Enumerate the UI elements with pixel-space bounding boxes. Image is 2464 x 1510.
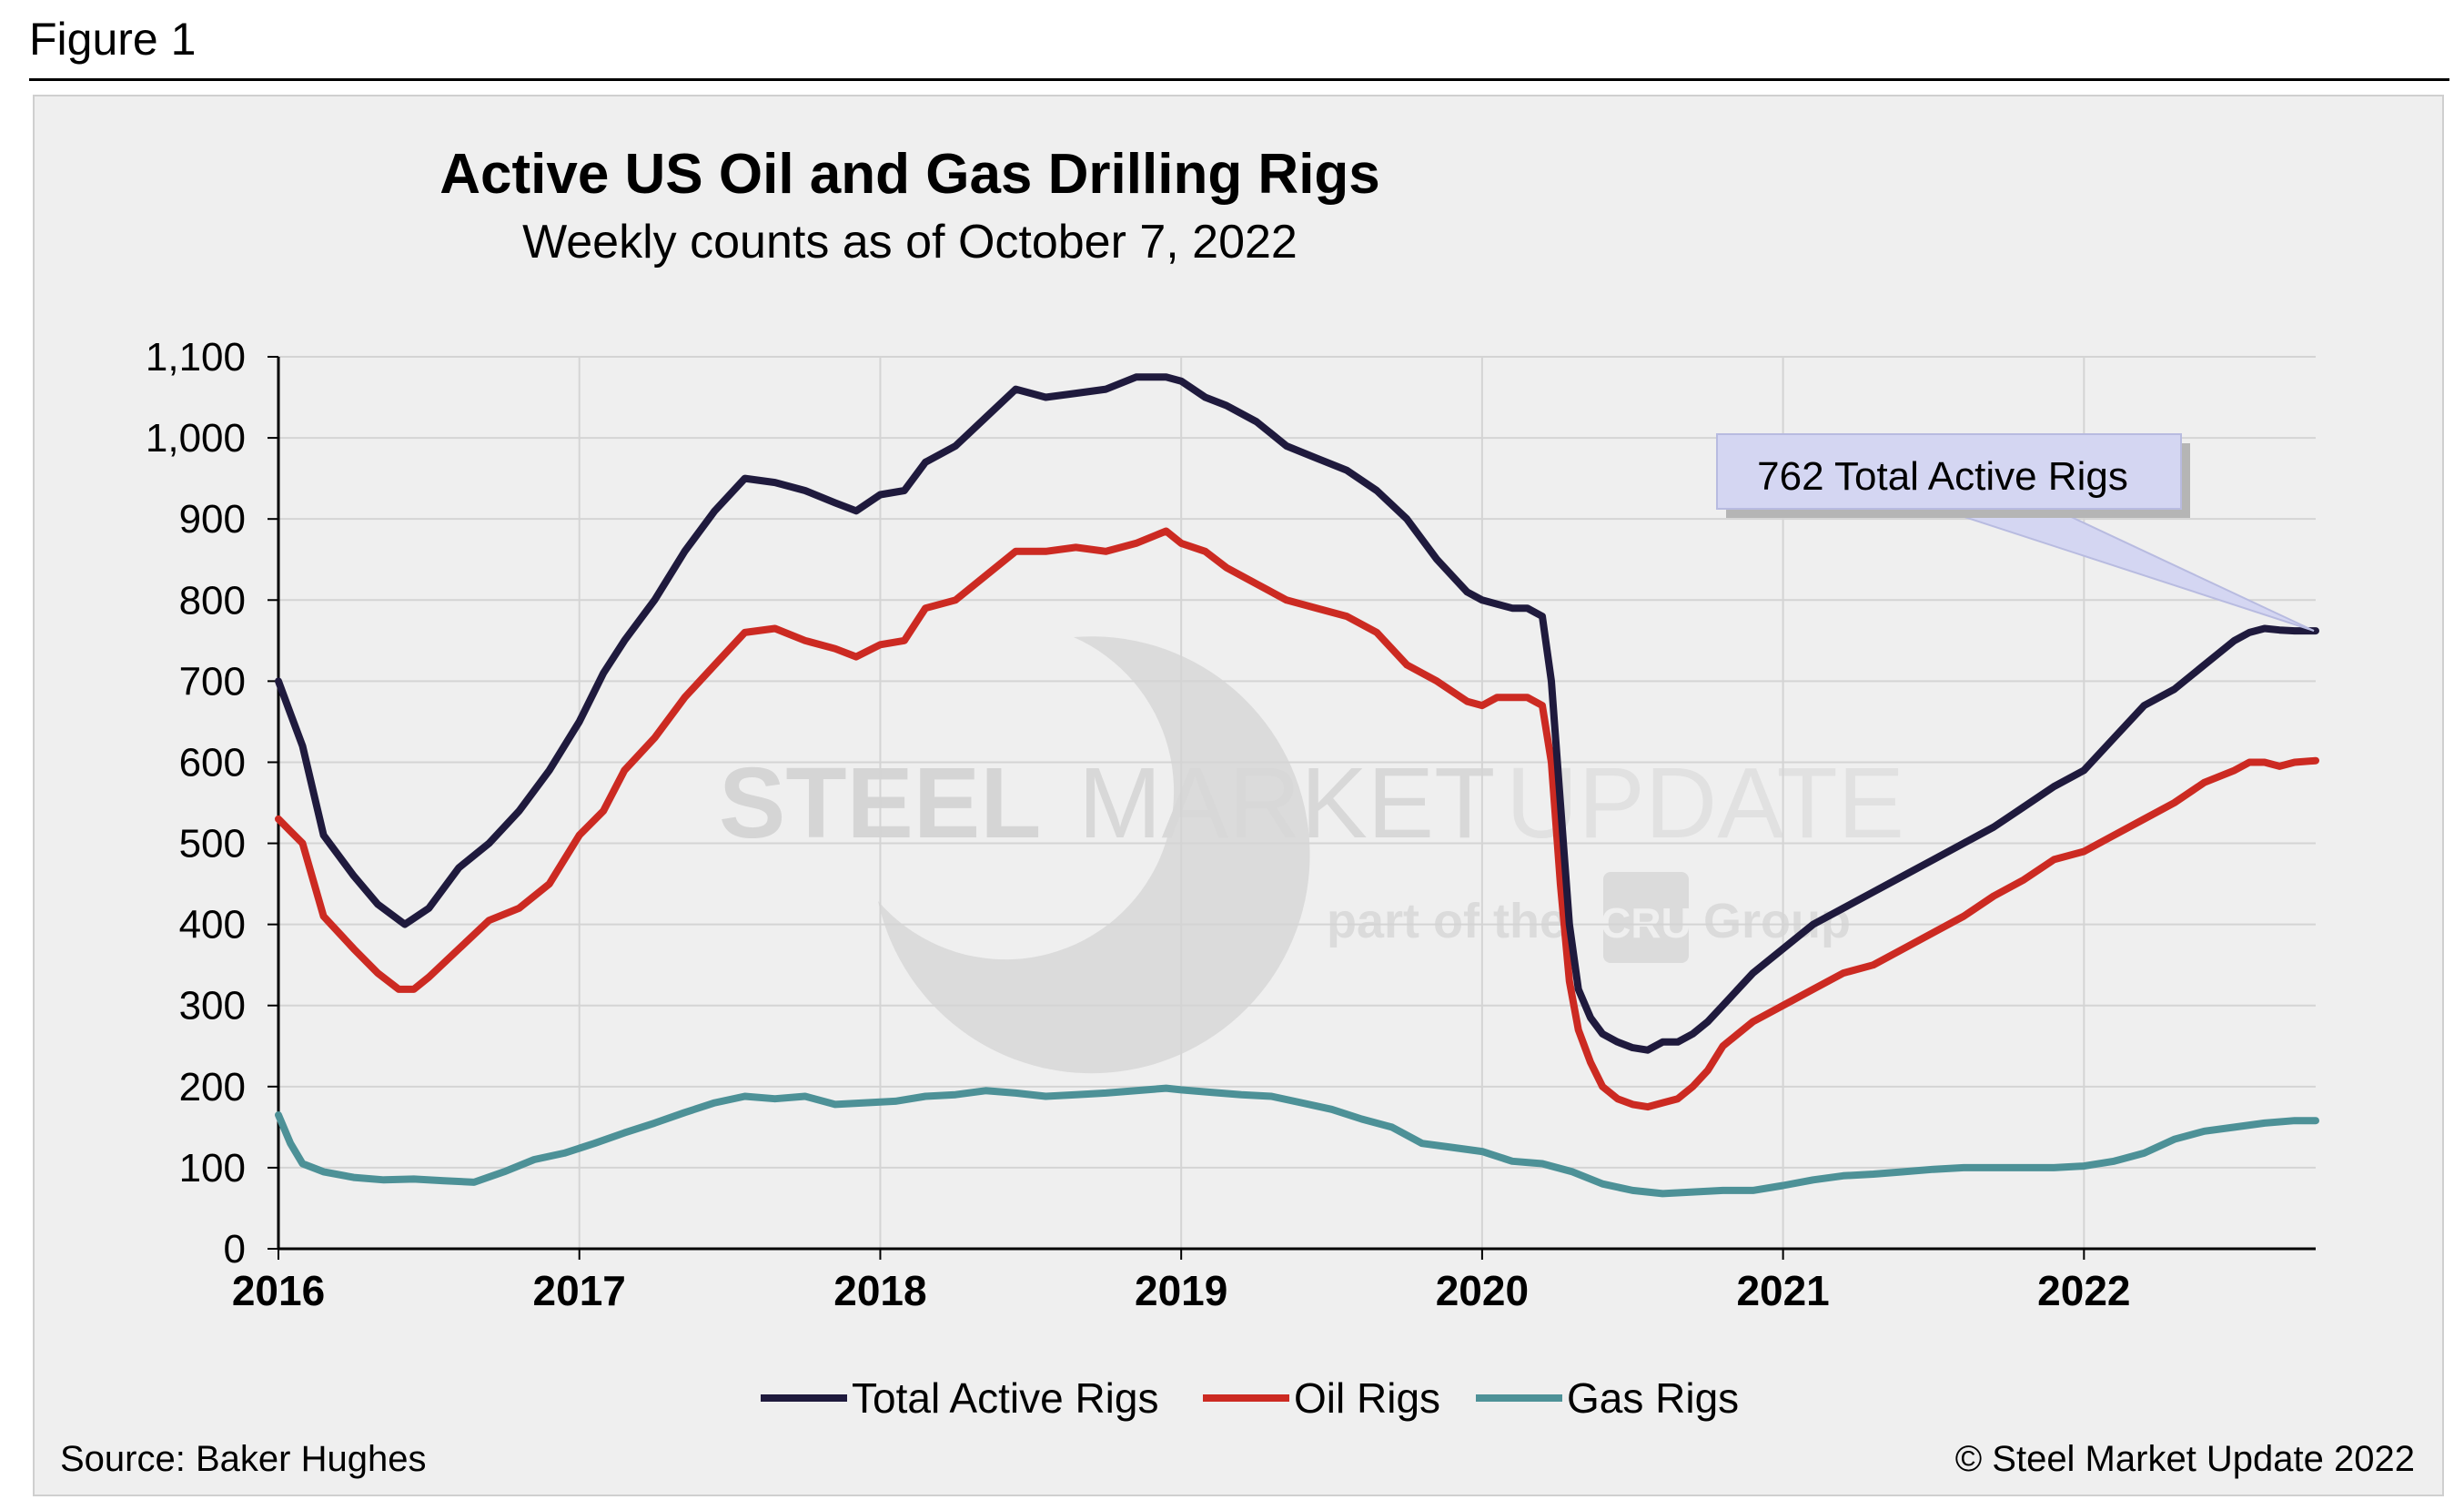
x-tick-label: 2018: [833, 1267, 926, 1314]
source-note: Source: Baker Hughes: [60, 1439, 426, 1479]
callout-text: 762 Total Active Rigs: [1757, 454, 2128, 499]
legend-label-gas: Gas Rigs: [1567, 1374, 1739, 1422]
x-tick-label: 2021: [1736, 1267, 1829, 1314]
watermark-word-market: MARKET: [1078, 747, 1495, 859]
header-rule: [29, 78, 2449, 81]
legend-label-oil: Oil Rigs: [1294, 1374, 1440, 1422]
watermark-word-update: UPDATE: [1506, 747, 1904, 859]
chart-title: Active US Oil and Gas Drilling Rigs: [439, 143, 1380, 206]
y-tick-label: 100: [179, 1146, 246, 1191]
watermark-tag-prefix: part of the: [1327, 894, 1567, 948]
y-tick-label: 800: [179, 578, 246, 623]
watermark-tag-suffix: Group: [1703, 894, 1851, 948]
callout: 762 Total Active Rigs: [1716, 433, 2315, 632]
x-tick-label: 2019: [1135, 1267, 1227, 1314]
y-tick-label: 400: [179, 903, 246, 948]
watermark-logo-box: [1603, 872, 1689, 963]
legend: Total Active Rigs Oil Rigs Gas Rigs: [761, 1374, 1739, 1422]
x-tick-label: 2017: [533, 1267, 626, 1314]
y-tick-label: 300: [179, 984, 246, 1029]
y-tick-label: 1,000: [146, 416, 246, 461]
watermark: STEEL MARKET UPDATE part of the CRU Grou…: [719, 636, 1904, 1074]
x-tick-label: 2022: [2037, 1267, 2130, 1314]
chart-subtitle: Weekly counts as of October 7, 2022: [522, 216, 1298, 269]
series-oil-rigs: [275, 527, 2319, 1111]
x-tick-label: 2016: [232, 1267, 325, 1314]
y-tick-label: 700: [179, 659, 246, 704]
y-tick-label: 200: [179, 1065, 246, 1110]
copyright-note: © Steel Market Update 2022: [1955, 1439, 2415, 1479]
series-total-active-rigs: [275, 373, 2319, 1054]
y-tick-label: 600: [179, 740, 246, 785]
y-tick-label: 900: [179, 497, 246, 542]
y-tick-label: 0: [224, 1227, 246, 1272]
legend-label-total: Total Active Rigs: [852, 1374, 1158, 1422]
series-lines: [275, 373, 2319, 1198]
y-axis-tick-labels: 0 100 200 300 400 500 600 700 800 900 1,000 1,100: [146, 335, 278, 1272]
x-axis-tick-labels: 2016 2017 2018 2019 2020 2021 2022: [232, 1249, 2131, 1314]
x-tick-label: 2020: [1436, 1267, 1529, 1314]
y-tick-label: 500: [179, 822, 246, 866]
series-gas-rigs: [275, 1084, 2319, 1198]
callout-pointer: [1955, 513, 2315, 632]
y-tick-label: 1,100: [146, 335, 246, 380]
callout-box: [1716, 433, 2182, 510]
watermark-swoosh: [878, 636, 1310, 1074]
figure-label: Figure 1: [29, 14, 197, 65]
watermark-logo-text: CRU: [1601, 899, 1691, 947]
